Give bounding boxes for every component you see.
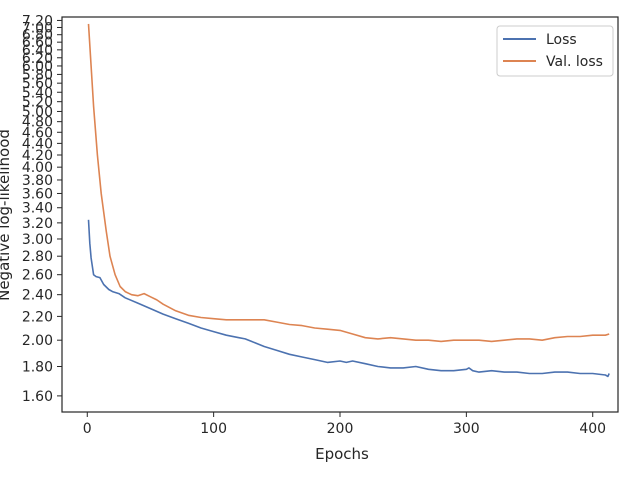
legend-label-val-loss: Val. loss — [546, 54, 603, 70]
y-tick-label: 7.20 — [22, 13, 53, 29]
x-tick-label: 300 — [453, 421, 480, 437]
y-tick-label: 6.20 — [22, 51, 53, 67]
series-line-loss — [87, 219, 610, 378]
y-tick-label: 6.00 — [22, 59, 53, 75]
y-tick-label: 3.80 — [22, 173, 53, 189]
legend-label-loss: Loss — [546, 32, 577, 48]
y-tick-label: 3.00 — [22, 232, 53, 248]
y-tick-label: 1.60 — [22, 389, 53, 405]
x-tick-label: 100 — [200, 421, 227, 437]
legend: Loss Val. loss — [496, 25, 614, 77]
y-tick-label: 2.40 — [22, 288, 53, 304]
y-tick-label: 3.20 — [22, 216, 53, 232]
y-tick-label: 4.20 — [22, 148, 53, 164]
y-tick-label: 3.60 — [22, 186, 53, 202]
y-tick-label: 5.20 — [22, 95, 53, 111]
y-tick-label: 5.40 — [22, 85, 53, 101]
x-tick-label: 400 — [579, 421, 606, 437]
y-tick-label: 4.00 — [22, 160, 53, 176]
x-tick-label: 0 — [83, 421, 92, 437]
y-axis: 1.60 1.80 2.00 2.20 2.40 2.60 2.803.003.203.40… — [22, 13, 62, 405]
y-tick-label: 6.40 — [22, 43, 53, 59]
series-line-val-loss — [87, 23, 610, 343]
y-tick-label: 6.80 — [22, 28, 53, 44]
y-tick-label: 4.40 — [22, 136, 53, 152]
y-tick-label: 5.80 — [22, 67, 53, 83]
y-tick-label: 2.80 — [22, 249, 53, 265]
y-tick-label: 2.20 — [22, 309, 53, 325]
x-axis-label: Epochs — [315, 445, 369, 463]
y-axis-label: Negative log-likelihood — [0, 129, 13, 301]
y-tick-label: 5.00 — [22, 104, 53, 120]
y-tick-label: 7.00 — [22, 20, 53, 36]
y-tick-label: 2.60 — [22, 268, 53, 284]
y-tick-label: 4.80 — [22, 115, 53, 131]
y-tick-label: 6.60 — [22, 35, 53, 51]
y-tick-label: 5.60 — [22, 76, 53, 92]
x-tick-label: 200 — [327, 421, 354, 437]
y-tick-label: 2.00 — [22, 333, 53, 349]
y-tick-label: 3.40 — [22, 201, 53, 217]
series-lines — [87, 23, 610, 378]
y-tick-label: 1.80 — [22, 359, 53, 375]
x-axis: 0 100 200 300 400 — [83, 412, 606, 437]
y-tick-label: 4.60 — [22, 125, 53, 141]
